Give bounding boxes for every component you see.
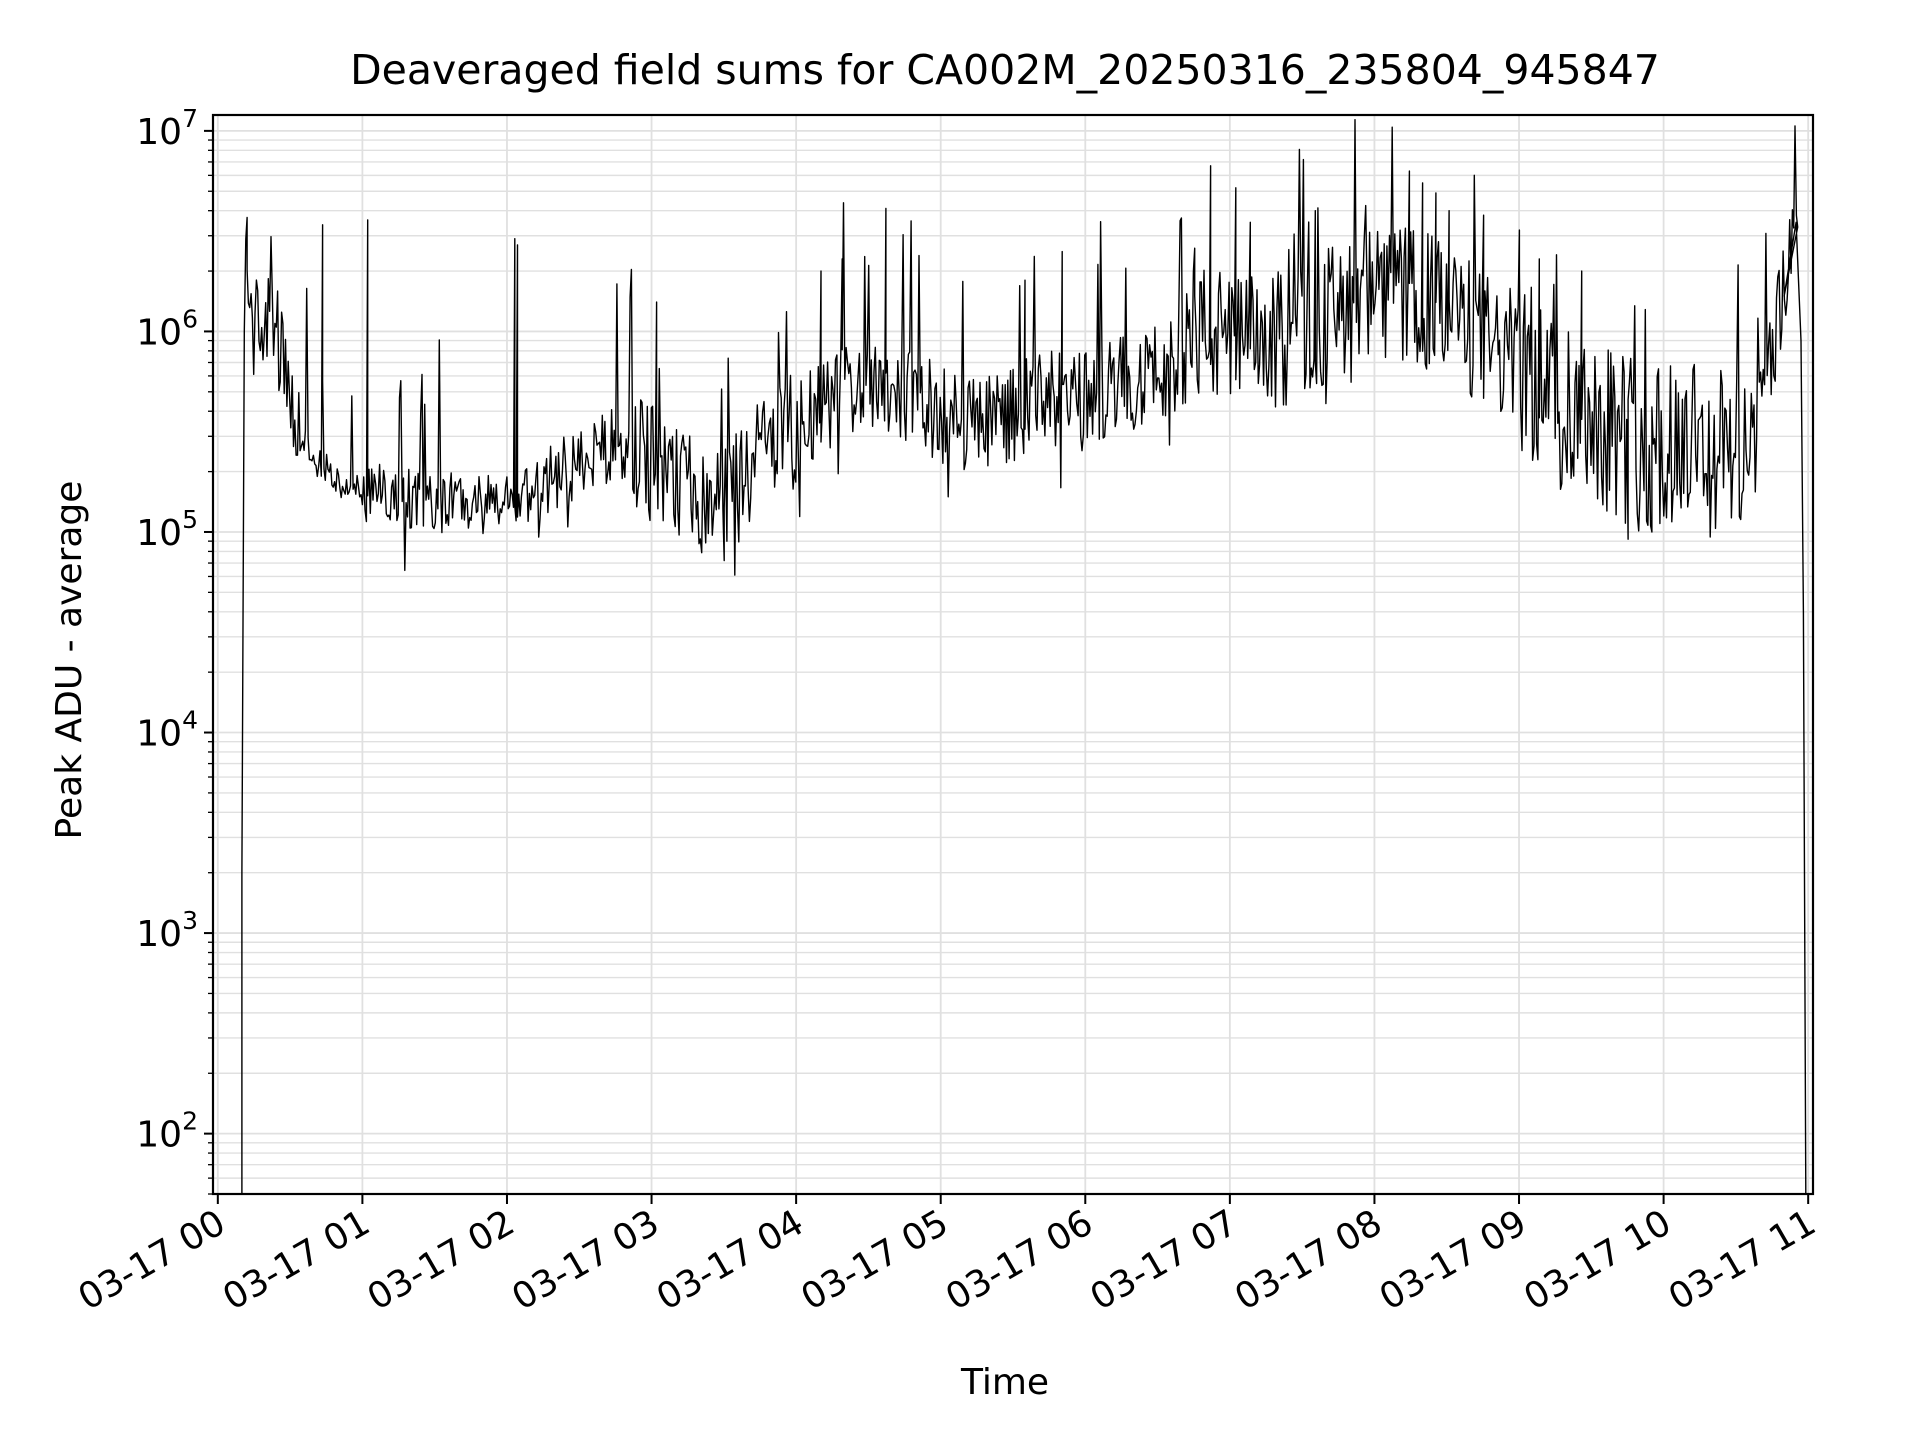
y-tick-label: 103 [136,906,198,955]
x-axis-label: Time [960,1362,1049,1403]
y-axis-ticks: 102 103 104 105 106 107 [136,104,213,1195]
y-tick-label: 107 [136,104,198,153]
y-tick-label: 102 [136,1107,198,1156]
y-tick-label: 106 [136,304,198,353]
data-series [241,119,1807,1195]
series-line [241,119,1807,1195]
y-tick-label: 105 [136,505,198,554]
y-tick-label: 104 [136,706,198,755]
plot-frame [211,113,1815,1196]
y-axis-label: Peak ADU - average [49,481,90,840]
chart-title: Deaveraged field sums for CA002M_2025031… [350,46,1660,94]
